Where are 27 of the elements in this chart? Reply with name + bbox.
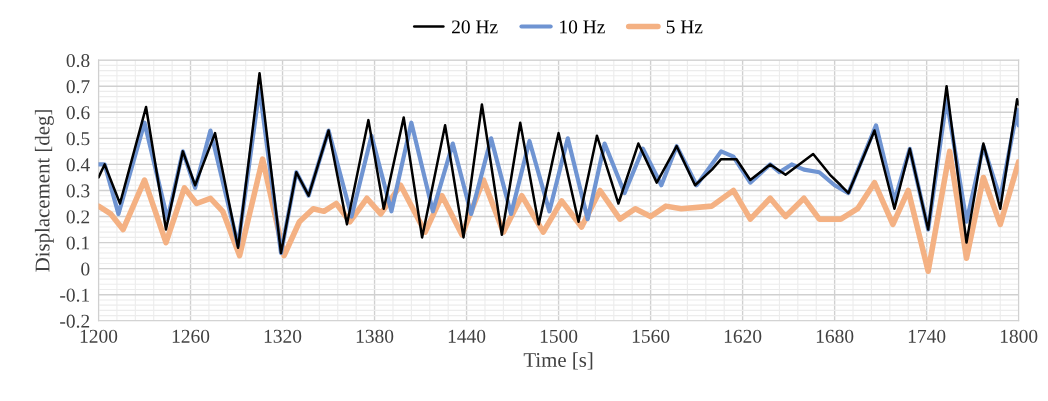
x-tick-label: 1740: [908, 329, 946, 343]
y-axis-title: Displacement [deg]: [34, 110, 54, 272]
y-tick-label: 0: [81, 262, 90, 276]
x-tick-label: 1620: [724, 329, 762, 343]
y-tick-label: 0.7: [66, 80, 90, 94]
y-tick-label: -0.1: [60, 288, 90, 302]
x-tick-label: 1380: [356, 329, 394, 343]
x-tick-label: 1320: [264, 329, 302, 343]
x-axis-title: Time [s]: [523, 352, 593, 370]
y-tick-label: 0.4: [66, 158, 90, 172]
legend-label: 10 Hz: [560, 20, 605, 34]
y-tick-label: 0.5: [66, 132, 90, 146]
x-tick-label: 1800: [1000, 329, 1038, 343]
y-tick-label: 0.6: [66, 106, 90, 120]
y-tick-label: 0.1: [66, 236, 90, 250]
y-tick-label: -0.2: [60, 314, 90, 328]
y-tick-label: 0.3: [66, 184, 90, 198]
x-tick-label: 1440: [448, 329, 486, 343]
x-tick-label: 1200: [80, 329, 118, 343]
legend-label: 20 Hz: [452, 20, 498, 34]
y-tick-label: 0.8: [66, 53, 90, 68]
x-tick-label: 1500: [540, 329, 578, 343]
x-tick-label: 1560: [632, 329, 670, 343]
x-tick-label: 1680: [816, 329, 854, 343]
legend-label: 5 Hz: [666, 20, 703, 34]
y-tick-label: 0.2: [66, 210, 90, 224]
x-tick-label: 1260: [172, 329, 210, 343]
